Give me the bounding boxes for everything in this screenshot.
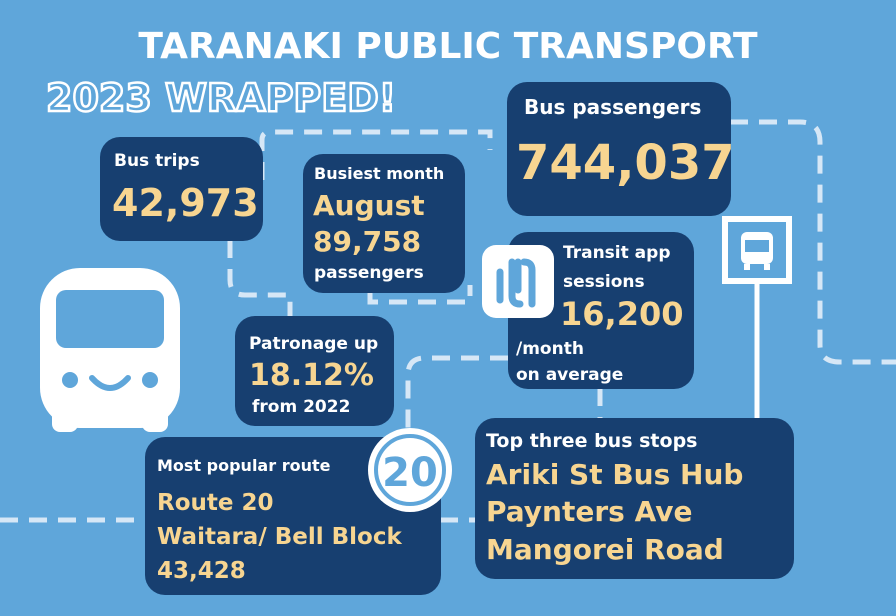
card-note: passengers	[314, 263, 424, 283]
card	[303, 154, 465, 293]
route-line	[367, 285, 473, 305]
card-value: 744,037	[516, 135, 735, 191]
stop-name: Paynters Ave	[486, 495, 693, 528]
route-line	[730, 119, 896, 365]
card-label: Top three bus stops	[486, 430, 697, 452]
route-line	[227, 240, 293, 318]
route-lines	[0, 119, 896, 523]
card	[507, 82, 731, 216]
card	[235, 316, 394, 426]
stop-name: Mangorei Road	[486, 533, 724, 566]
card-value: 16,200	[560, 295, 683, 333]
subtitle: 2023 WRAPPED!	[46, 76, 396, 120]
transit-app-icon	[482, 245, 554, 318]
route-badge	[368, 428, 452, 512]
card	[508, 232, 694, 389]
card-value: August	[313, 189, 425, 222]
stop-name: Ariki St Bus Hub	[486, 458, 743, 491]
card-label: Bus passengers	[524, 95, 701, 119]
card	[475, 418, 794, 579]
card-value: 43,428	[157, 558, 246, 584]
title: TARANAKI PUBLIC TRANSPORT	[138, 26, 758, 67]
card	[100, 137, 263, 241]
card-label: Most popular route	[157, 456, 331, 475]
route-badge-ring	[374, 434, 446, 506]
card-value: 18.12%	[249, 358, 374, 393]
card-label: Bus trips	[114, 151, 200, 171]
route-line	[259, 129, 493, 180]
card-value: Waitara/ Bell Block	[157, 524, 402, 550]
bus-icon	[40, 268, 180, 432]
card	[145, 437, 441, 595]
card-value: 42,973	[112, 181, 259, 225]
card-note: /month	[516, 339, 584, 359]
route-line	[405, 355, 508, 437]
card-label: Transit app	[563, 243, 671, 263]
card-note: from 2022	[252, 397, 350, 417]
card-label: sessions	[563, 272, 645, 292]
card-label: Patronage up	[249, 334, 378, 354]
card-value: Route 20	[157, 490, 274, 516]
card-label: Busiest month	[314, 164, 444, 183]
card-note: on average	[516, 365, 623, 385]
route-badge-number: 20	[382, 450, 438, 496]
card-value: 89,758	[313, 225, 421, 258]
